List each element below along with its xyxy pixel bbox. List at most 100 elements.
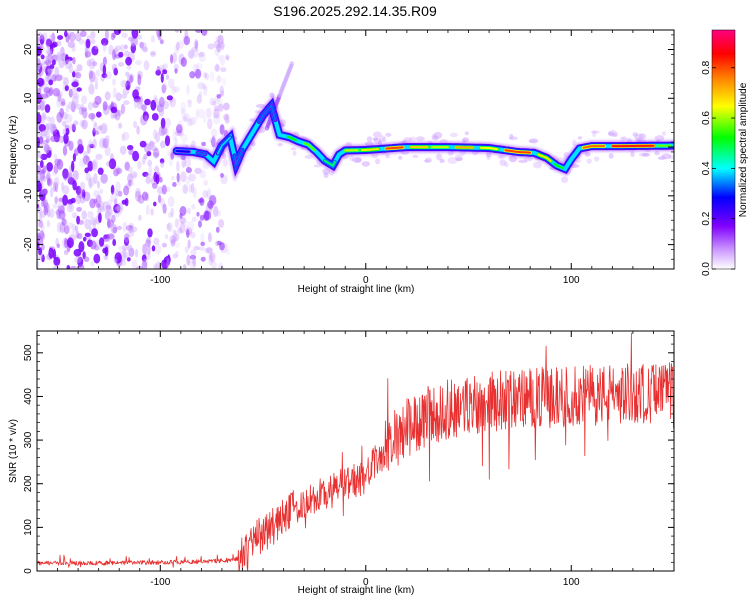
noise-blob xyxy=(226,248,230,256)
noise-blob xyxy=(130,38,136,47)
noise-blob xyxy=(150,146,158,152)
noise-blob xyxy=(79,157,87,168)
noise-blob xyxy=(143,60,150,71)
noise-blob xyxy=(45,174,50,180)
noise-blob xyxy=(82,155,91,165)
noise-blob xyxy=(215,35,222,43)
noise-blob xyxy=(104,211,110,220)
noise-blob xyxy=(101,73,108,79)
noise-blob xyxy=(179,222,186,234)
noise-blob xyxy=(147,244,151,255)
noise-blob xyxy=(79,181,86,193)
noise-blob xyxy=(190,220,194,232)
noise-blob xyxy=(208,252,213,259)
halo-blob xyxy=(464,131,469,136)
halo-blob xyxy=(641,153,651,157)
noise-blob xyxy=(123,100,130,105)
noise-blob xyxy=(167,196,175,208)
noise-blob xyxy=(54,74,63,82)
noise-blob xyxy=(209,71,215,82)
noise-blob xyxy=(172,52,177,64)
noise-blob xyxy=(155,243,162,255)
noise-blob xyxy=(42,165,47,174)
noise-blob xyxy=(131,259,138,269)
noise-blob xyxy=(215,94,219,102)
halo-blob xyxy=(431,134,438,139)
noise-blob xyxy=(37,165,42,174)
noise-blob xyxy=(88,176,95,187)
noise-blob xyxy=(133,120,138,129)
noise-blob xyxy=(153,201,157,207)
noise-blob xyxy=(99,237,105,247)
noise-blob xyxy=(132,173,137,179)
noise-blob xyxy=(148,166,153,176)
noise-blob xyxy=(106,218,111,229)
noise-blob xyxy=(89,240,97,250)
noise-blob xyxy=(189,254,197,260)
noise-blob xyxy=(57,35,64,40)
halo-blob xyxy=(436,153,443,161)
noise-blob xyxy=(172,129,177,141)
noise-blob xyxy=(208,195,217,206)
noise-blob xyxy=(71,81,79,88)
noise-blob xyxy=(141,104,147,111)
noise-blob xyxy=(176,172,180,183)
noise-blob xyxy=(46,220,51,228)
noise-blob xyxy=(39,100,45,111)
noise-blob xyxy=(100,122,108,134)
noise-blob xyxy=(203,115,207,124)
noise-blob xyxy=(99,124,107,135)
noise-blob xyxy=(129,75,134,83)
noise-blob xyxy=(138,214,142,221)
noise-blob xyxy=(117,190,123,197)
noise-blob xyxy=(39,230,45,240)
noise-blob xyxy=(113,67,118,76)
noise-blob xyxy=(223,114,229,121)
halo-blob xyxy=(654,135,665,141)
noise-blob xyxy=(126,257,131,262)
noise-blob xyxy=(179,206,187,216)
noise-blob xyxy=(220,174,228,185)
colorbar-tick-label: 0.6 xyxy=(701,111,712,125)
noise-blob xyxy=(92,219,97,229)
spectrogram-frame xyxy=(36,29,675,270)
noise-blob xyxy=(223,102,230,111)
noise-blob xyxy=(72,71,76,78)
noise-blob xyxy=(141,260,148,269)
noise-blob xyxy=(121,245,128,251)
noise-blob xyxy=(62,194,68,206)
noise-blob xyxy=(183,264,187,269)
noise-blob xyxy=(216,75,222,84)
noise-blob xyxy=(114,45,122,51)
noise-blob xyxy=(187,239,191,249)
noise-blob xyxy=(124,233,130,240)
noise-blob xyxy=(91,45,99,56)
noise-blob xyxy=(39,66,44,76)
halo-blob xyxy=(304,154,314,159)
noise-blob xyxy=(200,241,205,247)
noise-blob xyxy=(144,114,148,125)
noise-blob xyxy=(72,153,76,162)
halo-blob xyxy=(638,133,647,140)
noise-blob xyxy=(176,175,182,187)
noise-blob xyxy=(46,50,53,56)
noise-blob xyxy=(166,254,171,266)
colorbar-gradient xyxy=(711,29,736,270)
spectrogram-ytick-label: -10 xyxy=(23,188,34,203)
halo-blob xyxy=(375,158,381,165)
noise-blob xyxy=(184,157,192,168)
ridge-peak-segment xyxy=(175,150,191,153)
noise-blob xyxy=(135,60,142,66)
noise-blob xyxy=(195,30,202,33)
colorbar: 0.0 0.2 0.4 0.6 0.8 Normalized spectral ampl… xyxy=(701,29,749,276)
noise-blob xyxy=(50,186,54,198)
noise-blob xyxy=(190,249,197,256)
noise-blob xyxy=(110,223,118,234)
halo-blob xyxy=(455,157,463,162)
noise-blob xyxy=(220,40,225,51)
noise-blob xyxy=(51,123,56,129)
noise-blob xyxy=(189,116,197,126)
noise-blob xyxy=(156,65,160,73)
noise-blob xyxy=(45,48,53,55)
